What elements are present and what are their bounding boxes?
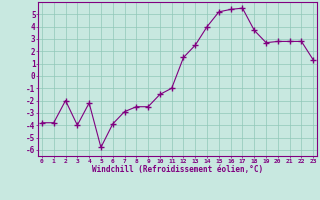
X-axis label: Windchill (Refroidissement éolien,°C): Windchill (Refroidissement éolien,°C)	[92, 165, 263, 174]
